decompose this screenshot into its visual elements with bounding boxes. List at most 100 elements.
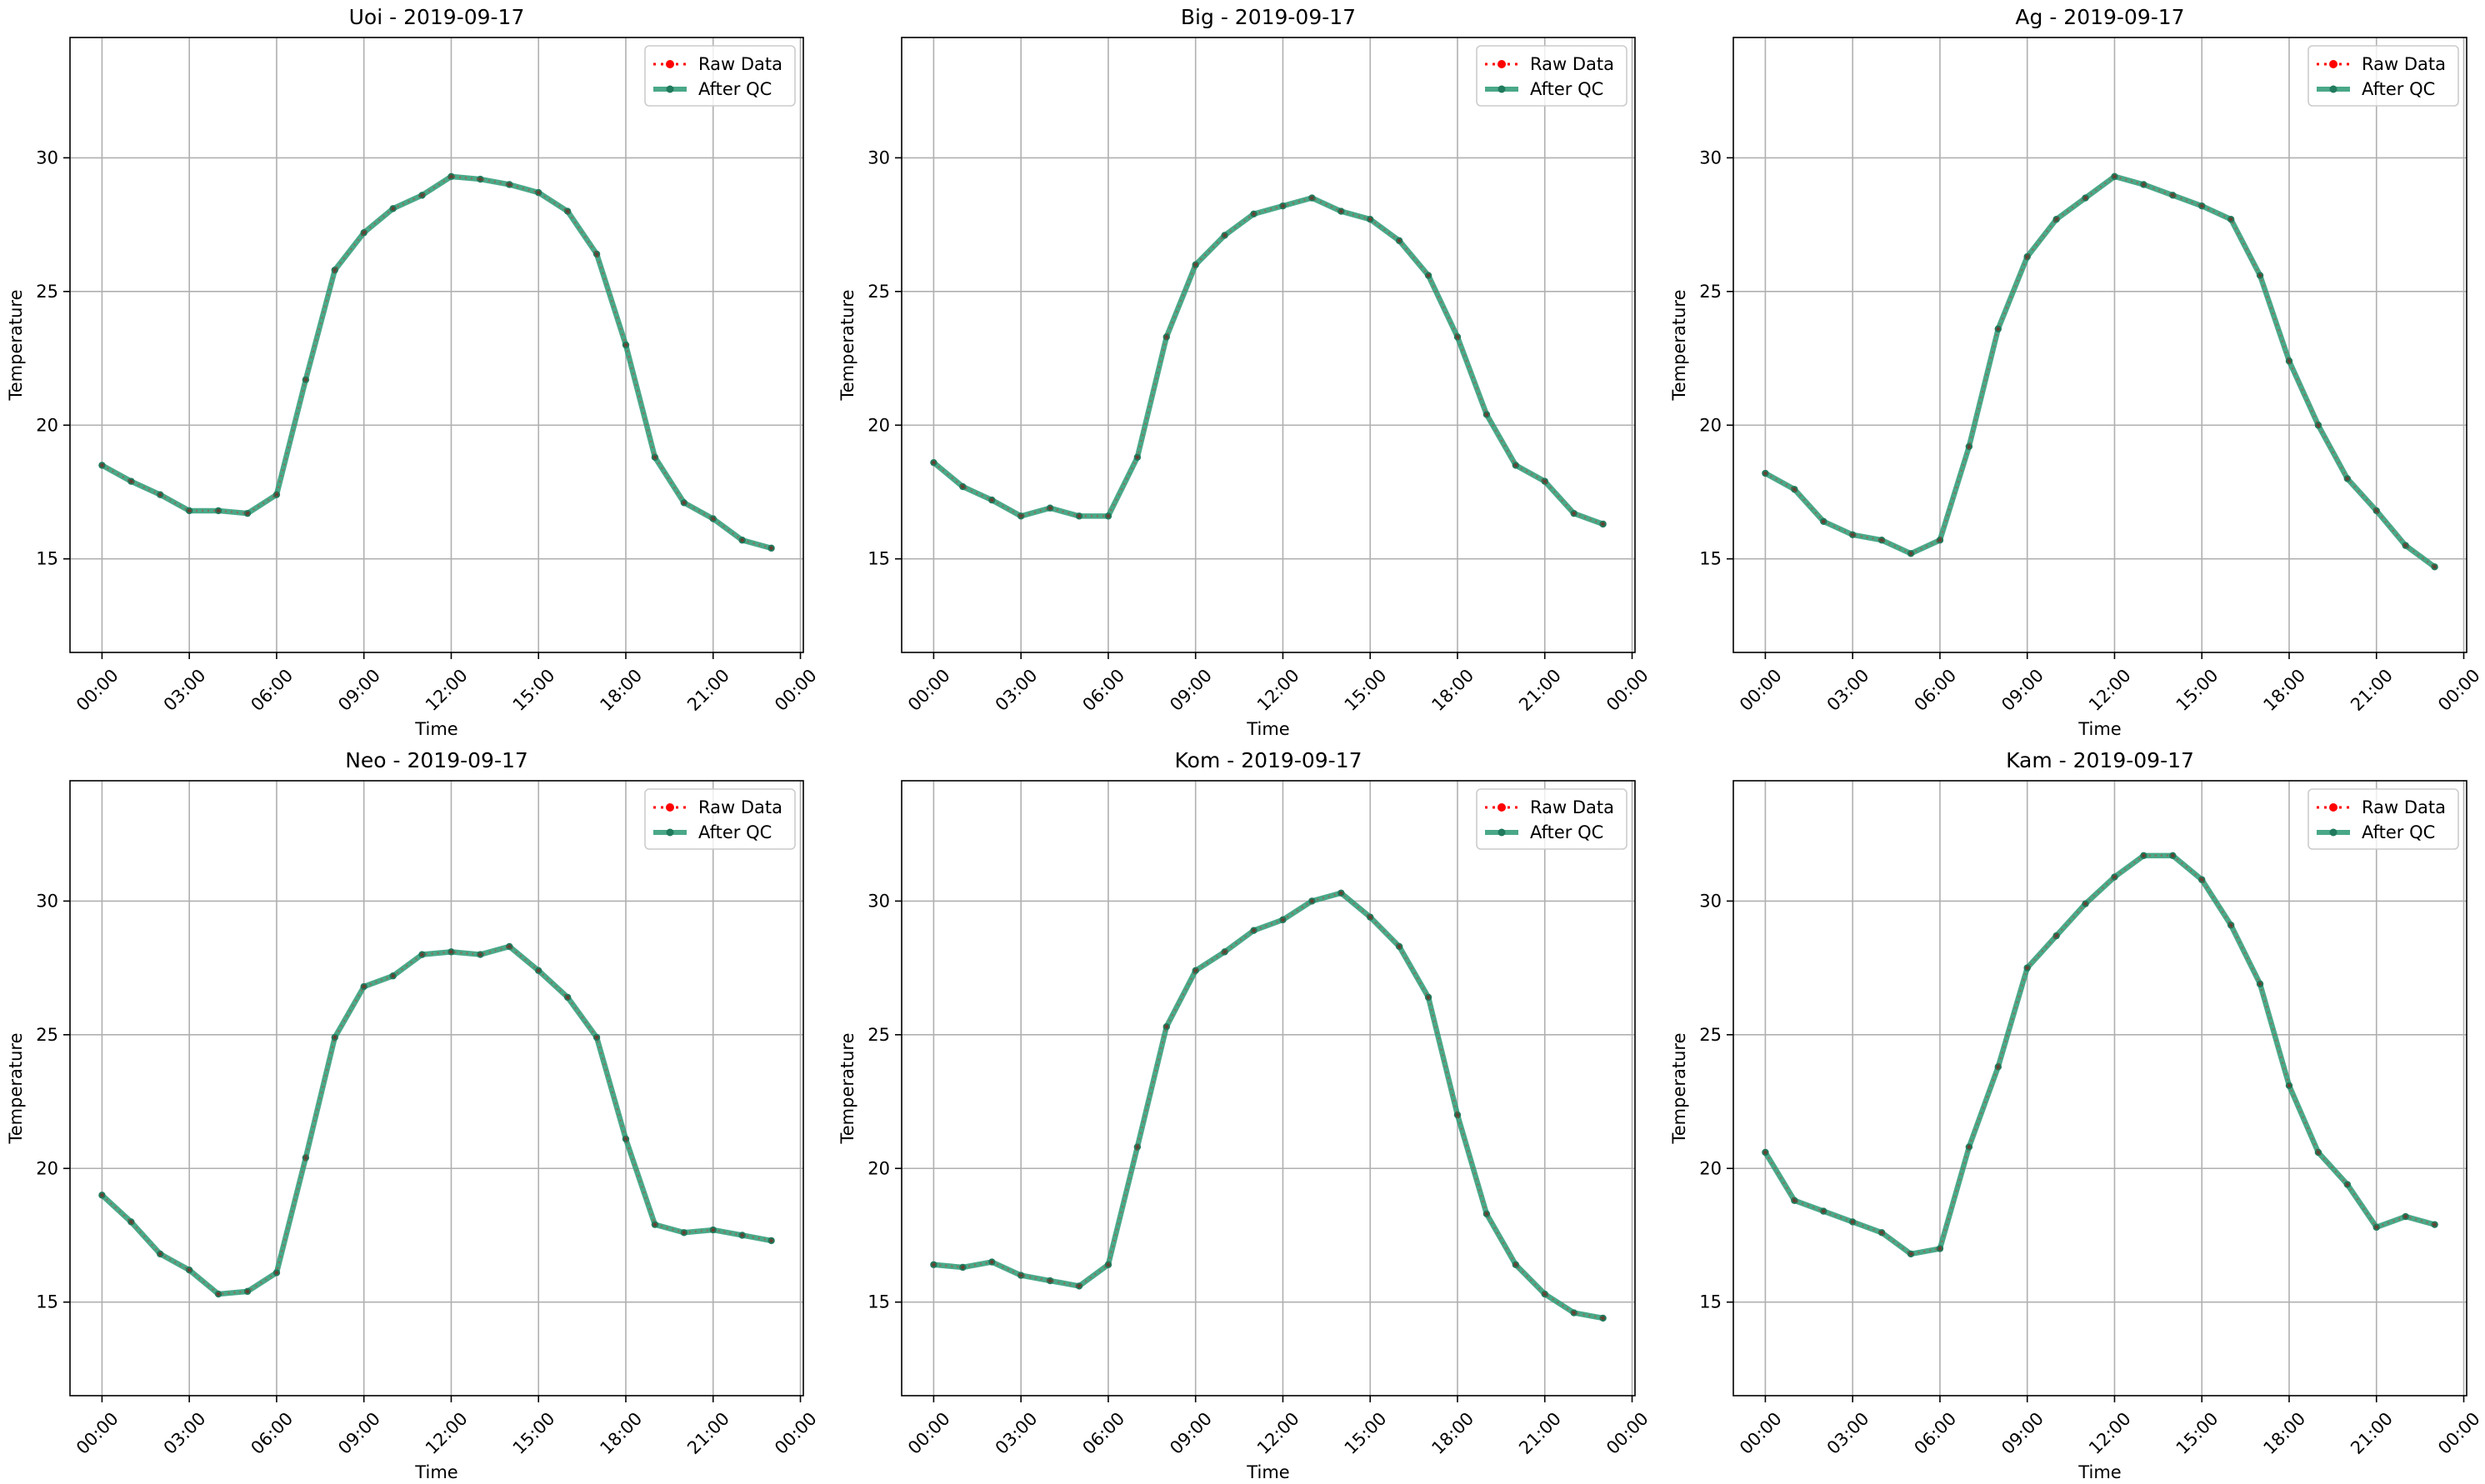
data-point-raw-data [274, 1271, 279, 1275]
data-point-raw-data [1792, 1198, 1797, 1202]
y-tick-label: 25 [868, 282, 890, 302]
data-point-raw-data [623, 1137, 628, 1142]
y-axis-label: Temperature [6, 1032, 26, 1144]
y-axis-label: Temperature [838, 289, 858, 401]
data-point-raw-data [1572, 1311, 1576, 1315]
data-point-raw-data [1281, 203, 1285, 208]
legend-marker-raw-data [666, 60, 674, 68]
data-point-raw-data [1077, 514, 1082, 518]
data-point-raw-data [2316, 1150, 2321, 1155]
data-point-raw-data [1339, 209, 1343, 213]
data-point-raw-data [1763, 1150, 1768, 1155]
legend-label-raw-data: Raw Data [2362, 54, 2446, 74]
legend-label-raw-data: Raw Data [698, 54, 782, 74]
data-point-raw-data [2228, 923, 2233, 927]
legend-label-after-qc: After QC [698, 822, 772, 842]
data-point-raw-data [769, 1238, 773, 1243]
data-point-raw-data [594, 252, 599, 257]
legend-marker-after-qc [1498, 85, 1506, 93]
legend-marker-raw-data [1498, 60, 1506, 68]
y-tick-label: 30 [868, 147, 890, 167]
plot-frame [1732, 780, 2468, 1397]
x-tick-label: 12:00 [2085, 1408, 2135, 1458]
data-point-raw-data [1763, 471, 1768, 476]
data-point-raw-data [2054, 933, 2058, 938]
x-tick-label: 18:00 [1428, 1408, 1478, 1458]
data-point-raw-data [362, 984, 366, 989]
data-point-raw-data [508, 944, 512, 949]
series-line-raw-data [933, 892, 1603, 1320]
data-point-raw-data [1077, 1284, 1082, 1288]
data-point-raw-data [2287, 1083, 2292, 1087]
x-tick-label: 15:00 [1341, 1408, 1391, 1458]
data-point-raw-data [1967, 1145, 1972, 1149]
plot-frame [901, 37, 1636, 653]
data-point-raw-data [274, 492, 279, 497]
data-point-raw-data [1601, 522, 1605, 527]
data-point-raw-data [1513, 463, 1518, 467]
data-point-raw-data [2374, 508, 2378, 513]
data-point-raw-data [990, 497, 994, 502]
chart-panel-2: 15 20 25 30 00:00 03:00 06:00 09:00 12:00 15:00 18… [838, 5, 1652, 739]
data-point-raw-data [1455, 1112, 1460, 1117]
y-tick-label: 25 [36, 1025, 58, 1045]
data-point-raw-data [1281, 917, 1285, 922]
y-axis-label: Temperature [1669, 289, 1689, 401]
x-tick-label: 06:00 [1078, 665, 1128, 715]
data-point-raw-data [711, 1227, 715, 1232]
x-tick-label: 00:00 [771, 1408, 821, 1458]
data-point-raw-data [1542, 479, 1547, 483]
x-tick-label: 15:00 [509, 665, 559, 715]
x-tick-label: 18:00 [596, 665, 646, 715]
x-tick-label: 03:00 [160, 665, 210, 715]
x-tick-label: 00:00 [72, 665, 122, 715]
data-point-raw-data [1850, 1220, 1855, 1224]
chart-panel-1: 15 20 25 30 00:00 03:00 06:00 09:00 12:00 15:00 18… [6, 5, 821, 739]
chart-panel-3: 15 20 25 30 00:00 03:00 06:00 09:00 12:00 15:00 18… [1669, 5, 2484, 739]
series-line-after-qc [931, 195, 1606, 527]
data-point-raw-data [2083, 196, 2088, 200]
y-tick-label: 15 [868, 1292, 890, 1312]
legend-label-raw-data: Raw Data [1530, 797, 1614, 817]
data-point-raw-data [420, 193, 424, 197]
legend-marker-after-qc [2329, 828, 2338, 837]
data-point-raw-data [2171, 853, 2175, 858]
data-point-raw-data [449, 950, 453, 954]
x-tick-label: 15:00 [2172, 665, 2222, 715]
data-point-raw-data [2142, 853, 2146, 858]
y-tick-label: 30 [36, 147, 58, 167]
data-point-raw-data [990, 1260, 994, 1264]
data-point-raw-data [332, 267, 337, 272]
y-tick-label: 20 [1699, 1158, 1722, 1178]
data-point-raw-data [2432, 1222, 2437, 1227]
data-point-raw-data [1310, 196, 1314, 200]
x-tick-label: 09:00 [1166, 1408, 1216, 1458]
data-point-raw-data [158, 492, 162, 497]
data-point-raw-data [2403, 1214, 2408, 1219]
data-point-raw-data [2403, 543, 2408, 547]
plot-frame [69, 37, 804, 653]
y-axis-label: Temperature [838, 1032, 858, 1144]
data-point-raw-data [2025, 966, 2029, 970]
y-tick-label: 20 [868, 415, 890, 435]
data-point-raw-data [682, 1231, 687, 1235]
y-tick-label: 25 [868, 1025, 890, 1045]
data-point-raw-data [1135, 455, 1140, 459]
data-point-raw-data [1193, 968, 1198, 973]
data-point-raw-data [1018, 1273, 1023, 1277]
y-tick-label: 25 [1699, 1025, 1722, 1045]
data-point-raw-data [932, 1262, 936, 1267]
x-tick-label: 06:00 [247, 665, 297, 715]
data-point-raw-data [1164, 335, 1168, 339]
data-point-raw-data [1018, 514, 1023, 518]
x-tick-label: 03:00 [992, 665, 1042, 715]
x-tick-label: 03:00 [992, 1408, 1042, 1458]
x-tick-label: 12:00 [1253, 1408, 1303, 1458]
data-point-raw-data [594, 1035, 599, 1040]
legend-label-raw-data: Raw Data [2362, 797, 2446, 817]
data-point-raw-data [1426, 995, 1431, 1000]
data-point-raw-data [2345, 1182, 2350, 1187]
data-point-raw-data [1193, 262, 1198, 267]
data-point-raw-data [1455, 335, 1460, 339]
